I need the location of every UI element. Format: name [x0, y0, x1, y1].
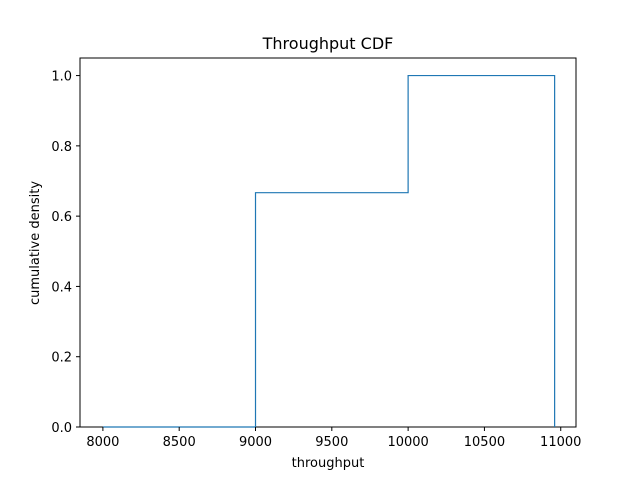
chart-title: Throughput CDF [262, 34, 394, 53]
plot-frame [79, 57, 577, 428]
x-tick-label: 10500 [464, 435, 505, 450]
plot-area [79, 57, 577, 428]
x-tick-label: 10000 [387, 435, 428, 450]
y-tick-label: 1.0 [51, 70, 72, 85]
x-tick-label: 8000 [86, 435, 119, 450]
y-tick-label: 0.8 [51, 140, 72, 155]
y-tick-label: 0.2 [51, 351, 72, 366]
x-tick-label: 9000 [239, 435, 272, 450]
y-axis-ticks: 0.0 0.2 0.4 0.6 0.8 1.0 [51, 70, 80, 436]
x-tick-label: 11000 [540, 435, 581, 450]
x-axis-label: throughput [292, 456, 365, 471]
y-axis-label: cumulative density [28, 181, 43, 305]
y-tick-label: 0.4 [51, 280, 72, 295]
y-tick-label: 0.0 [51, 421, 72, 436]
y-tick-label: 0.6 [51, 210, 72, 225]
x-axis-ticks: 8000 8500 9000 9500 10000 10500 11000 [86, 427, 581, 450]
x-tick-label: 9500 [315, 435, 348, 450]
x-tick-label: 8500 [163, 435, 196, 450]
